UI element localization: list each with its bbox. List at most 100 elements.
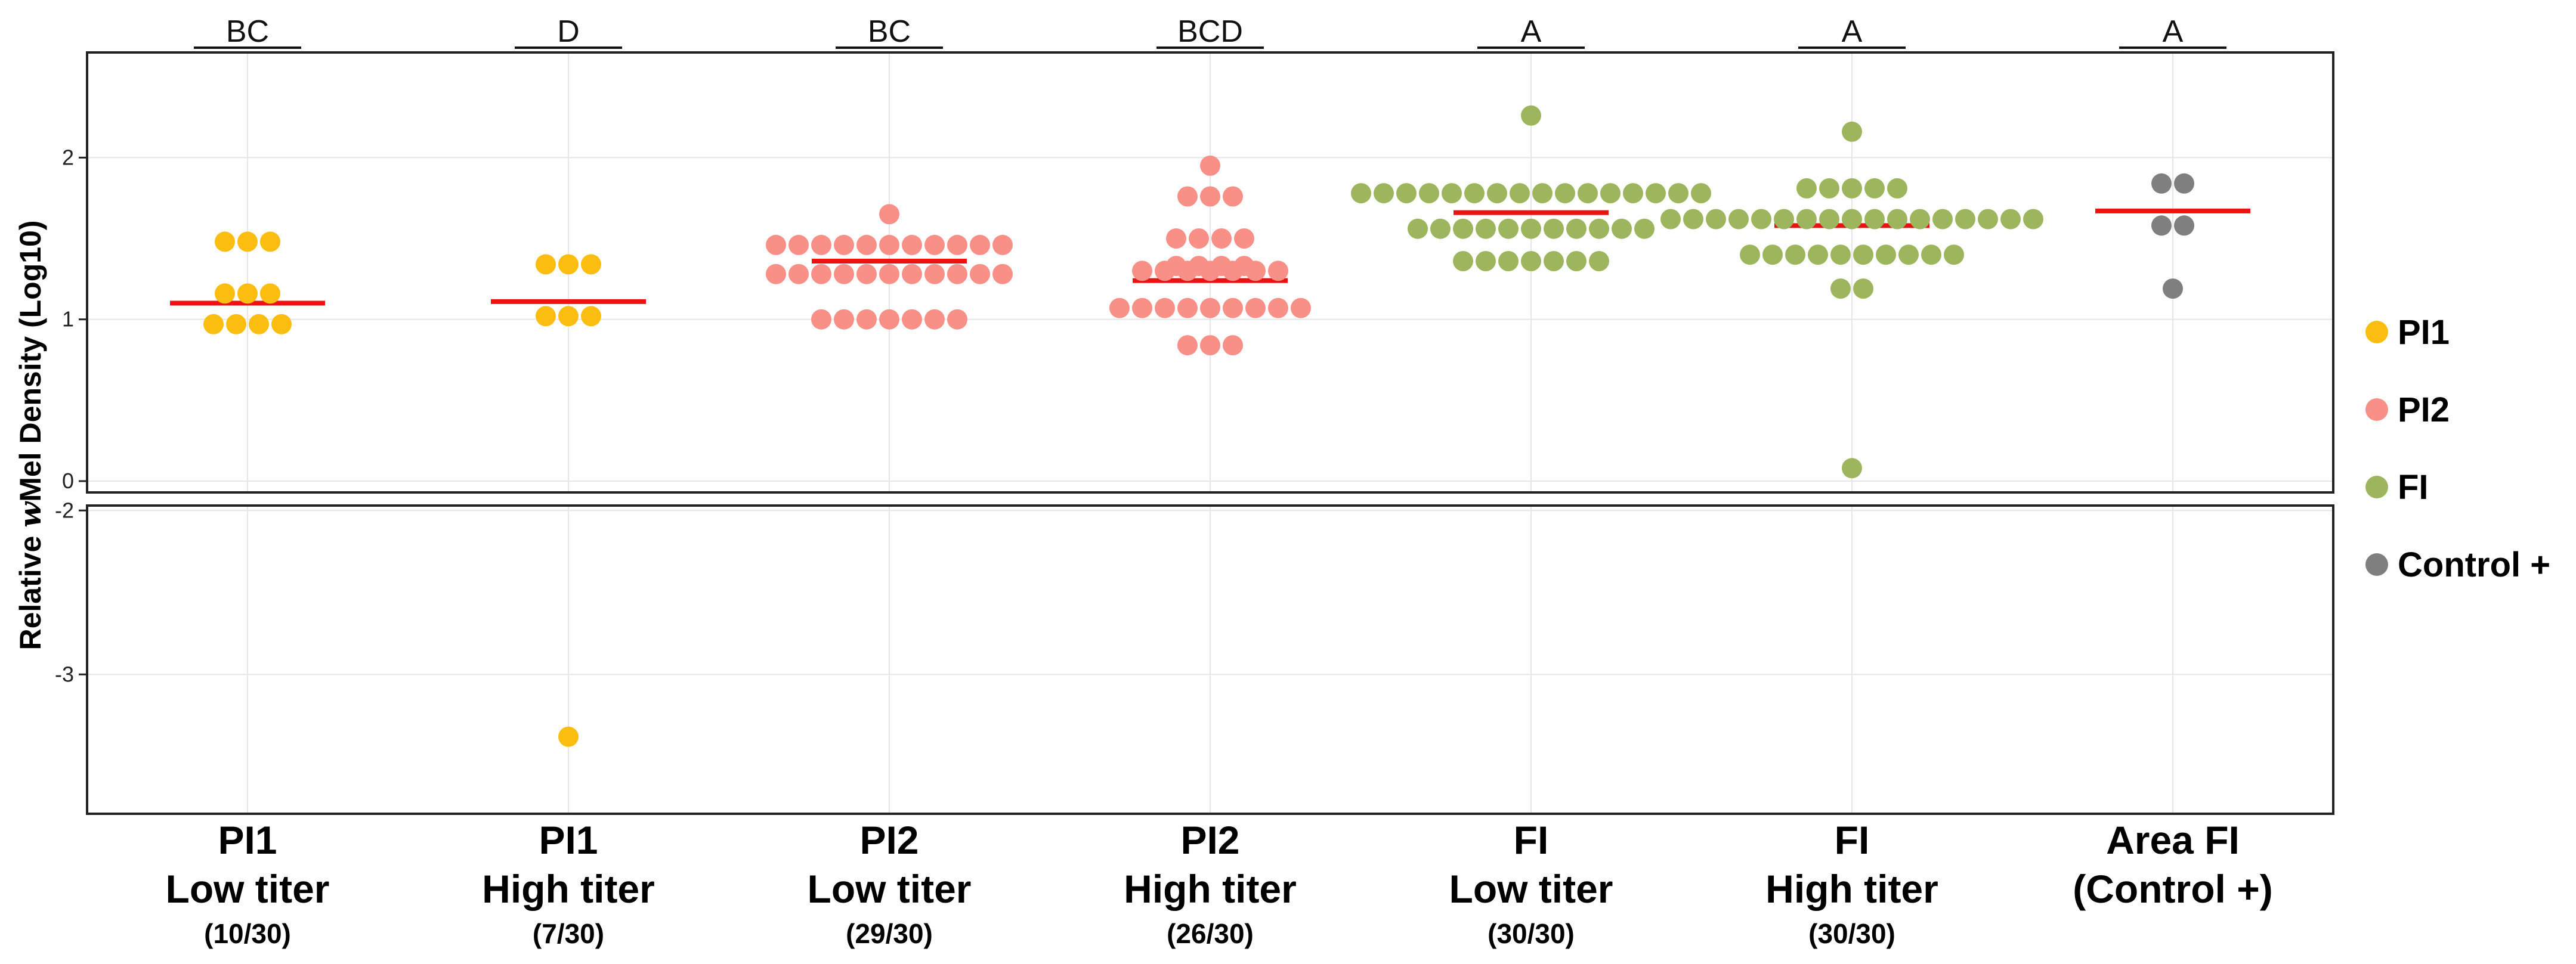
y-axis-label-suffix: Mel Density (Log10): [14, 220, 47, 501]
data-point: [1887, 209, 1907, 230]
data-point: [947, 234, 967, 255]
data-point: [260, 231, 280, 252]
data-point: [1830, 278, 1851, 299]
data-point: [1132, 297, 1152, 318]
grid: [87, 52, 2333, 814]
data-point: [788, 234, 809, 255]
data-point: [1245, 261, 1266, 281]
category-label-line1: PI1: [218, 818, 277, 862]
data-point: [1762, 244, 1783, 265]
data-point: [1544, 218, 1564, 239]
data-point: [1864, 209, 1885, 230]
data-point: [924, 264, 945, 284]
y-axis-label-prefix: Relative: [14, 528, 47, 650]
data-point: [1819, 178, 1839, 199]
data-point: [1476, 251, 1496, 271]
data-point: [992, 264, 1013, 284]
data-point: [1245, 297, 1266, 318]
legend-label: PI2: [2398, 390, 2450, 429]
data-point: [1132, 261, 1152, 281]
data-point: [1521, 105, 1541, 126]
data-point: [2000, 209, 2021, 230]
data-point: [1430, 218, 1451, 239]
category-label-line2: Low titer: [166, 867, 330, 911]
data-point: [1660, 209, 1681, 230]
data-point: [1408, 218, 1428, 239]
data-point: [2151, 215, 2172, 236]
upper-panel: [86, 51, 2334, 494]
data-point: [2174, 173, 2194, 194]
category-label-line1: FI: [1835, 818, 1870, 862]
significance-label: BC: [868, 14, 911, 49]
data-point: [1223, 261, 1243, 281]
data-point: [1177, 335, 1198, 356]
legend-label: PI1: [2398, 313, 2450, 352]
data-point: [536, 254, 556, 275]
legend-label: Control +: [2398, 545, 2550, 584]
data-point: [1155, 261, 1175, 281]
data-point: [788, 264, 809, 284]
data-point: [1476, 218, 1496, 239]
data-point: [879, 264, 899, 284]
data-point: [879, 204, 899, 225]
category-labels: PI1 Low titer (10/30) PI1 High titer (7/30) PI…: [166, 818, 2273, 949]
category-label-line2: (Control +): [2073, 867, 2272, 911]
category-label-line3: (10/30): [204, 918, 291, 949]
y-ticks: 0 1 2 -2 -3: [55, 145, 87, 686]
category-label-line2: High titer: [482, 867, 655, 911]
significance-label: A: [1842, 14, 1863, 49]
data-point: [879, 309, 899, 330]
data-point: [1177, 297, 1198, 318]
data-point: [1691, 183, 1711, 204]
data-point: [1510, 183, 1530, 204]
data-point: [237, 283, 258, 304]
data-point: [1268, 261, 1288, 281]
data-point: [215, 231, 235, 252]
data-point: [811, 264, 831, 284]
significance-label: A: [1521, 14, 1542, 49]
y-tick-label: -3: [55, 662, 74, 686]
data-point: [1544, 251, 1564, 271]
data-point: [1887, 178, 1907, 199]
data-points: [203, 105, 2194, 747]
y-tick-label: 2: [62, 145, 74, 169]
category-label-line1: Area FI: [2106, 818, 2240, 862]
data-point: [1234, 228, 1254, 249]
data-point: [1521, 218, 1541, 239]
data-point: [1589, 251, 1609, 271]
data-point: [558, 254, 579, 275]
data-point: [1200, 261, 1220, 281]
significance-label: BC: [226, 14, 269, 49]
data-point: [1223, 335, 1243, 356]
data-point: [1796, 178, 1817, 199]
data-point: [1566, 251, 1587, 271]
data-point: [1978, 209, 1998, 230]
data-point: [1864, 178, 1885, 199]
data-point: [1453, 218, 1473, 239]
data-point: [1223, 186, 1243, 207]
data-point: [1177, 261, 1198, 281]
data-point: [1612, 218, 1632, 239]
data-point: [1944, 244, 1964, 265]
data-point: [1646, 183, 1666, 204]
data-point: [947, 309, 967, 330]
category-label-line1: FI: [1514, 818, 1549, 862]
data-point: [1589, 218, 1609, 239]
data-point: [1830, 244, 1851, 265]
data-point: [1498, 218, 1519, 239]
category-label-line2: Low titer: [1449, 867, 1613, 911]
data-point: [1819, 209, 1839, 230]
data-point: [811, 309, 831, 330]
category-label-line3: (29/30): [846, 918, 933, 949]
data-point: [879, 234, 899, 255]
data-point: [215, 283, 235, 304]
data-point: [1853, 278, 1873, 299]
lower-panel: [86, 504, 2334, 815]
data-point: [1200, 335, 1220, 356]
category-label-line3: (30/30): [1808, 918, 1895, 949]
data-point: [1200, 155, 1220, 176]
data-point: [902, 234, 922, 255]
data-point: [1223, 297, 1243, 318]
data-point: [1796, 209, 1817, 230]
